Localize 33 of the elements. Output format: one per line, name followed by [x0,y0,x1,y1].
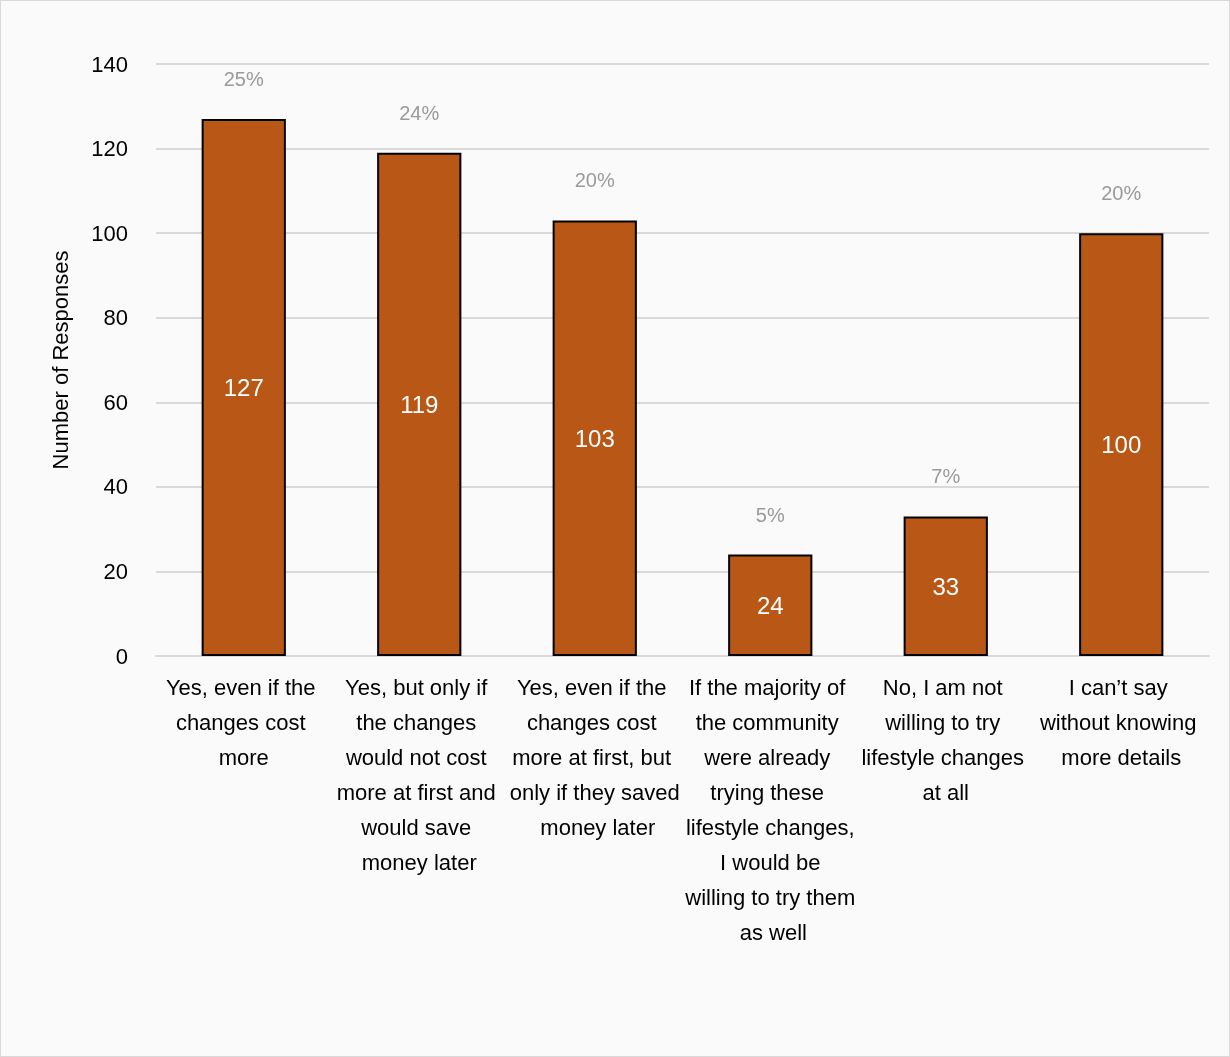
annotation: 24% [399,101,440,124]
bar [377,152,462,656]
x-tick-label: Yes, but only if the changes would not cost more at first and would save money later [336,675,502,875]
y-tick-label: 0 [115,643,128,669]
annotation: 5% [755,503,785,526]
x-tick-label: If the majority of the community were already trying these lifestyle changes, I would be willing to try them as well [684,675,856,945]
x-tick-label: Yes, even if the changes cost more [165,675,322,770]
annotation: 20% [1101,182,1142,205]
x-tick-label: I can’t say without knowing more details [1038,675,1203,770]
data-label: 119 [400,390,439,418]
y-tick-label: 120 [91,136,128,162]
bar [903,516,988,656]
annotation: 20% [574,169,615,192]
y-tick-label: 80 [103,305,128,331]
x-tick-label: No, I am not willing to try lifestyle changes at all [861,675,1031,805]
annotation: 7% [931,465,961,488]
bar [728,554,813,656]
bar [552,220,637,656]
y-tick-label: 140 [91,51,128,77]
data-label: 103 [574,424,615,452]
bar [1079,233,1164,656]
data-label: 127 [223,373,264,401]
data-label: 33 [932,572,960,600]
data-label: 100 [1101,431,1142,459]
bar [201,118,286,656]
y-tick-label: 20 [103,558,128,584]
y-tick-label: 100 [91,220,128,246]
y-axis-title: Number of Responses [47,250,73,470]
y-tick-label: 40 [103,474,128,500]
annotation: 25% [223,67,264,90]
data-label: 24 [756,591,784,619]
y-tick-label: 60 [103,389,128,415]
x-tick-label: Yes, even if the changes cost more at first, but only if they saved money later [509,675,680,840]
